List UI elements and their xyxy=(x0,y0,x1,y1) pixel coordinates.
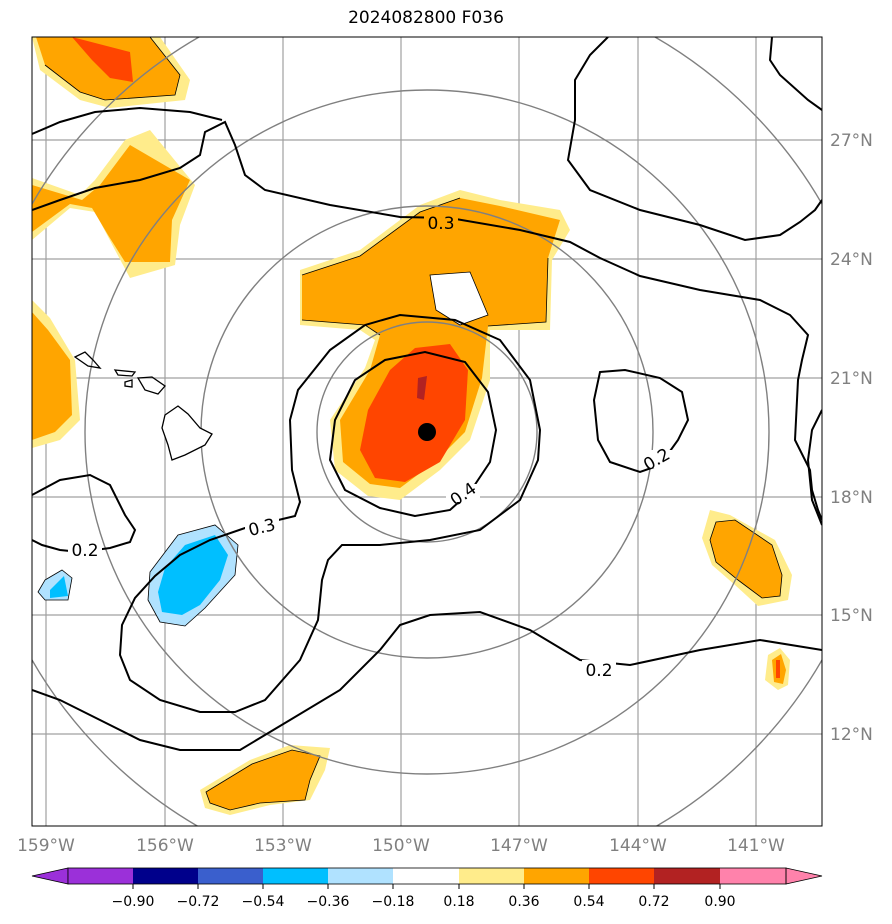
lon-label: 153°W xyxy=(254,836,312,856)
colorbar-swatch xyxy=(328,868,393,884)
colorbar-swatch xyxy=(198,868,263,884)
colorbar-extend-low xyxy=(31,867,69,885)
colorbar-tick-label: 0.90 xyxy=(704,894,735,910)
colorbar-swatch xyxy=(263,868,328,884)
contour-label: 0.3 xyxy=(427,214,454,234)
contour-label: 0.2 xyxy=(71,541,98,561)
contour-label: 0.2 xyxy=(585,661,612,681)
colorbar-tick-label: −0.36 xyxy=(307,894,350,910)
colorbar-tick-label: −0.54 xyxy=(242,894,285,910)
lon-label: 150°W xyxy=(372,836,430,856)
colorbar-tick-label: 0.72 xyxy=(638,894,669,910)
colorbar-swatch xyxy=(459,868,524,884)
lat-tick-labels: 27°N 24°N 21°N 18°N 15°N 12°N xyxy=(830,131,873,745)
shaded-outlines xyxy=(36,37,549,336)
colorbar-swatch xyxy=(524,868,589,884)
shaded-regions xyxy=(32,37,792,815)
islands xyxy=(73,351,213,461)
chart-title: 2024082800 F036 xyxy=(348,8,504,28)
colorbar-swatch xyxy=(68,868,133,884)
map-frame xyxy=(31,36,823,827)
colorbar-tick-label: 0.18 xyxy=(443,894,474,910)
colorbar-tick-label: 0.36 xyxy=(508,894,539,910)
colorbar-swatch xyxy=(393,868,459,884)
colorbar-extend-high xyxy=(785,867,823,885)
colorbar-tick-label: −0.72 xyxy=(177,894,220,910)
lat-label: 12°N xyxy=(830,725,873,745)
lon-label: 144°W xyxy=(609,836,667,856)
colorbar-swatch xyxy=(654,868,720,884)
lon-label: 156°W xyxy=(136,836,194,856)
lat-label: 24°N xyxy=(830,250,873,270)
lon-label: 147°W xyxy=(490,836,548,856)
lat-label: 27°N xyxy=(830,131,873,151)
colorbar-swatch xyxy=(589,868,654,884)
lon-label: 141°W xyxy=(727,836,785,856)
colorbar-tick-label: −0.90 xyxy=(112,894,155,910)
lat-label: 15°N xyxy=(830,606,873,626)
colorbar-tick-label: 0.54 xyxy=(573,894,604,910)
lon-label: 159°W xyxy=(17,836,75,856)
lat-label: 21°N xyxy=(830,369,873,389)
map-area: 0.3 0.3 0.4 0.2 0.2 0.2 xyxy=(32,37,822,826)
colorbar-tick-label: −0.18 xyxy=(372,894,415,910)
lon-tick-labels: 159°W 156°W 153°W 150°W 147°W 144°W 141°… xyxy=(17,836,785,856)
colorbar: −0.90 −0.72 −0.54 −0.36 −0.18 0.18 0.36 … xyxy=(31,867,823,910)
contour-lines xyxy=(32,37,822,751)
storm-center-marker xyxy=(418,423,436,441)
lat-label: 18°N xyxy=(830,488,873,508)
colorbar-swatch xyxy=(720,868,786,884)
colorbar-swatch xyxy=(133,868,198,884)
